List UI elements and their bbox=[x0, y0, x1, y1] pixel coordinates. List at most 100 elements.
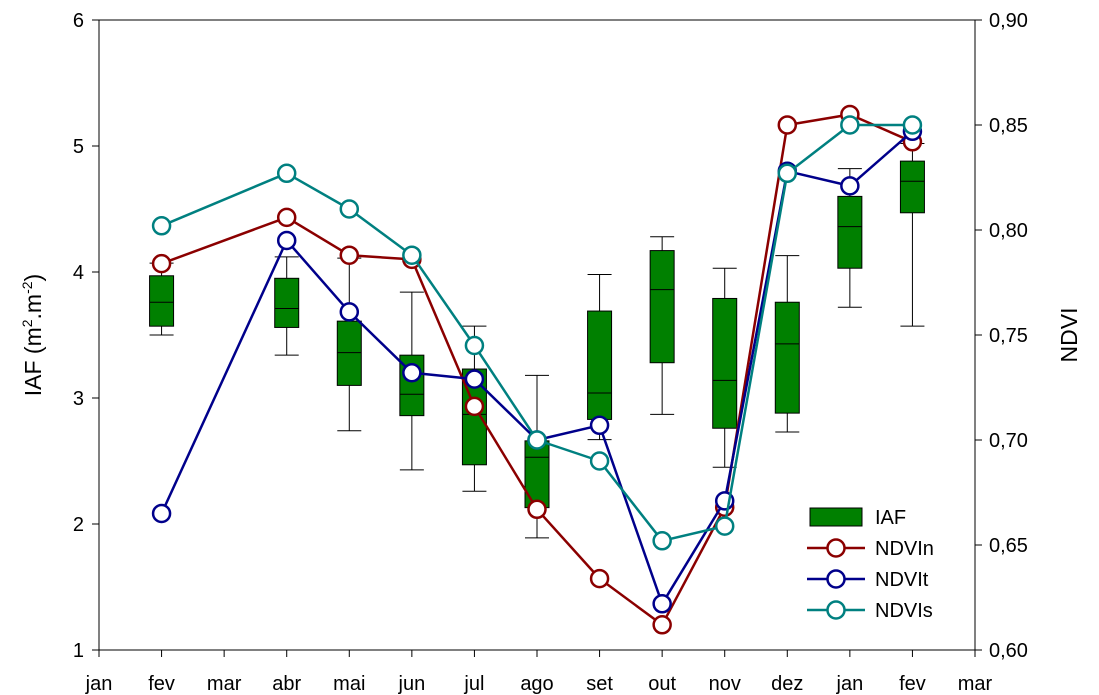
box-iaf-set-6 bbox=[587, 274, 613, 441]
point-ndvit-4 bbox=[464, 369, 485, 389]
legend-label: NDVIt bbox=[875, 569, 929, 591]
box-body bbox=[774, 301, 800, 414]
x-tick-label: jul bbox=[463, 673, 484, 695]
x-tick-label: mar bbox=[207, 673, 242, 695]
box-layer bbox=[149, 142, 925, 539]
box-body bbox=[149, 275, 175, 327]
x-tick-label: fev bbox=[899, 673, 926, 695]
point-ndvit-10 bbox=[840, 176, 860, 196]
point-ndvin-2 bbox=[339, 245, 360, 265]
point-ndvin-4 bbox=[464, 396, 485, 417]
point-ndvis-6 bbox=[589, 451, 610, 471]
x-tick-label: fev bbox=[148, 673, 175, 695]
point-ndvis-4 bbox=[464, 335, 485, 356]
y-right-tick-label: 0,90 bbox=[989, 10, 1028, 32]
legend-label: NDVIs bbox=[875, 600, 933, 622]
box-iaf-dez-9 bbox=[774, 255, 800, 433]
y-right-axis-title: NDVI bbox=[1056, 308, 1082, 363]
x-tick-label: out bbox=[648, 673, 676, 695]
x-tick-label: nov bbox=[709, 673, 741, 695]
legend: IAF NDVIn NDVIt NDVIs bbox=[807, 507, 934, 622]
x-tick-label: ago bbox=[520, 673, 553, 695]
series-line-ndvit bbox=[160, 130, 914, 606]
x-tick-label: jan bbox=[836, 673, 864, 695]
box-iaf-fev-0 bbox=[149, 262, 175, 336]
box-iaf-out-7 bbox=[649, 236, 675, 415]
x-tick-label: mar bbox=[958, 673, 993, 695]
x-tick-label: set bbox=[586, 673, 613, 695]
point-ndvin-0 bbox=[151, 253, 172, 274]
y-left-title-sup2: -2 bbox=[19, 281, 35, 294]
box-iaf-nov-8 bbox=[712, 267, 738, 468]
legend-item-ndvis: NDVIs bbox=[807, 600, 933, 622]
legend-item-ndvit: NDVIt bbox=[807, 569, 929, 591]
box-body bbox=[336, 320, 362, 386]
x-tick-label: abr bbox=[272, 673, 301, 695]
box-iaf-fev-11 bbox=[899, 142, 925, 327]
box-body bbox=[587, 310, 613, 420]
y-left-tick-label: 1 bbox=[73, 640, 84, 662]
box-body bbox=[899, 160, 925, 214]
box-iaf-jan-10 bbox=[837, 168, 863, 308]
legend-swatch-box bbox=[809, 507, 863, 527]
legend-label: NDVIn bbox=[875, 538, 934, 560]
box-body bbox=[274, 277, 300, 328]
point-ndvit-6 bbox=[589, 415, 610, 436]
y-left-title-end: ) bbox=[20, 274, 46, 282]
y-right-tick-label: 0,85 bbox=[989, 115, 1028, 137]
point-ndvin-5 bbox=[527, 499, 547, 520]
point-ndvis-5 bbox=[527, 430, 547, 450]
x-tick-label: jun bbox=[398, 673, 426, 695]
series-ndvit bbox=[151, 121, 923, 614]
series-ndvis bbox=[151, 115, 923, 551]
legend-item-iaf: IAF bbox=[809, 507, 906, 529]
y-left-tick-label: 2 bbox=[73, 514, 84, 536]
point-ndvis-10 bbox=[840, 115, 860, 135]
point-ndvin-6 bbox=[589, 568, 610, 589]
legend-swatch-marker bbox=[826, 538, 846, 558]
y-right-tick-label: 0,70 bbox=[989, 430, 1028, 452]
point-ndvis-8 bbox=[714, 516, 735, 536]
legend-label: IAF bbox=[875, 507, 906, 529]
point-ndvis-0 bbox=[151, 216, 172, 236]
y-left-title-sup1: 2 bbox=[19, 319, 35, 327]
legend-swatch-marker bbox=[826, 600, 846, 620]
legend-swatch-marker bbox=[826, 569, 846, 589]
point-ndvit-2 bbox=[339, 302, 360, 322]
series-ndvin bbox=[151, 104, 923, 635]
point-ndvis-1 bbox=[276, 163, 297, 184]
y-left-title-mid: .m bbox=[20, 294, 46, 320]
y-left-tick-label: 5 bbox=[73, 136, 84, 158]
y-right-tick-label: 0,60 bbox=[989, 640, 1028, 662]
y-left-tick-label: 6 bbox=[73, 10, 84, 32]
box-iaf-mai-2 bbox=[336, 257, 362, 432]
y-left-tick-label: 4 bbox=[73, 262, 84, 284]
y-right-tick-label: 0,65 bbox=[989, 535, 1028, 557]
box-body bbox=[712, 297, 738, 429]
box-body bbox=[649, 250, 675, 364]
point-ndvin-1 bbox=[276, 207, 297, 228]
y-right-tick-label: 0,75 bbox=[989, 325, 1028, 347]
axis-layer: jan fev mar abr mai jun jul ago set out nov dez jan f… bbox=[19, 10, 1082, 695]
x-tick-label: jan bbox=[85, 673, 113, 695]
box-iaf-abr-1 bbox=[274, 256, 300, 356]
x-tick-label: mai bbox=[333, 673, 365, 695]
y-left-axis-title: IAF (m2.m-2) bbox=[19, 274, 46, 396]
legend-item-ndvin: NDVIn bbox=[807, 538, 934, 560]
point-ndvit-3 bbox=[402, 363, 422, 383]
y-left-tick-label: 3 bbox=[73, 388, 84, 410]
series-line-ndvis bbox=[161, 123, 913, 543]
point-ndvit-7 bbox=[652, 594, 672, 614]
point-ndvin-9 bbox=[777, 115, 798, 135]
line-layer bbox=[151, 104, 923, 635]
point-ndvis-3 bbox=[402, 245, 422, 265]
point-ndvis-2 bbox=[339, 199, 360, 219]
series-line-ndvin bbox=[161, 113, 913, 627]
point-ndvis-7 bbox=[652, 531, 672, 551]
point-ndvit-0 bbox=[151, 503, 172, 524]
y-left-title-main: IAF (m bbox=[20, 327, 46, 396]
y-right-tick-label: 0,80 bbox=[989, 220, 1028, 242]
x-tick-label: dez bbox=[771, 673, 803, 695]
point-ndvin-7 bbox=[652, 615, 672, 635]
